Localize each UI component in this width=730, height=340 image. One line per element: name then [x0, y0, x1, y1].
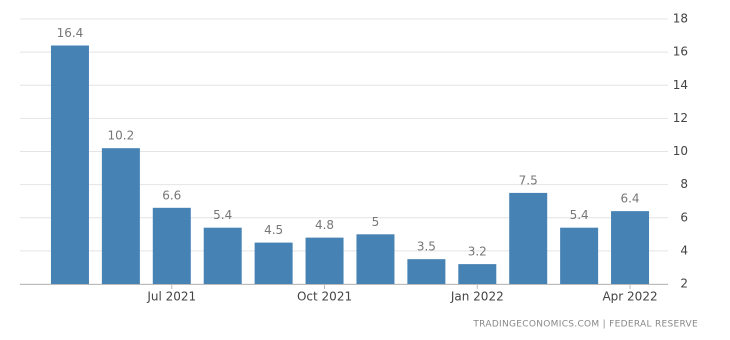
- x-tick-label: Jan 2022: [450, 290, 504, 304]
- value-label: 5.4: [570, 208, 589, 222]
- value-label: 5.4: [213, 208, 232, 222]
- value-label: 10.2: [108, 129, 135, 143]
- y-tick-label: 4: [680, 243, 688, 257]
- bar: [203, 227, 242, 284]
- bar: [458, 264, 497, 284]
- value-label: 6.6: [162, 188, 181, 202]
- bar: [152, 207, 191, 284]
- y-tick-label: 2: [680, 277, 688, 291]
- value-label: 3.2: [468, 245, 487, 259]
- value-label: 4.8: [315, 218, 334, 232]
- y-tick-label: 12: [673, 111, 688, 125]
- bar: [254, 242, 293, 284]
- y-tick-label: 10: [673, 144, 688, 158]
- y-tick-label: 16: [673, 45, 688, 59]
- bar: [611, 211, 650, 284]
- value-label: 5: [372, 215, 380, 229]
- x-tick-label: Jul 2021: [146, 290, 196, 304]
- y-tick-label: 8: [680, 177, 688, 191]
- value-label: 3.5: [417, 240, 436, 254]
- bar: [560, 227, 599, 284]
- value-label: 7.5: [519, 173, 538, 187]
- bar: [305, 237, 344, 284]
- source-note: TRADINGECONOMICS.COM | FEDERAL RESERVE: [472, 320, 698, 330]
- bar: [356, 234, 395, 284]
- y-tick-label: 14: [673, 78, 688, 92]
- value-label: 4.5: [264, 223, 283, 237]
- x-tick-label: Oct 2021: [297, 290, 352, 304]
- value-label: 16.4: [57, 26, 84, 40]
- bar: [509, 192, 548, 284]
- bar: [101, 148, 140, 284]
- value-label: 6.4: [620, 192, 639, 206]
- bar: [407, 259, 446, 284]
- bar: [50, 45, 89, 284]
- y-tick-label: 6: [680, 210, 688, 224]
- x-tick-label: Apr 2022: [602, 290, 657, 304]
- y-tick-label: 18: [673, 12, 688, 26]
